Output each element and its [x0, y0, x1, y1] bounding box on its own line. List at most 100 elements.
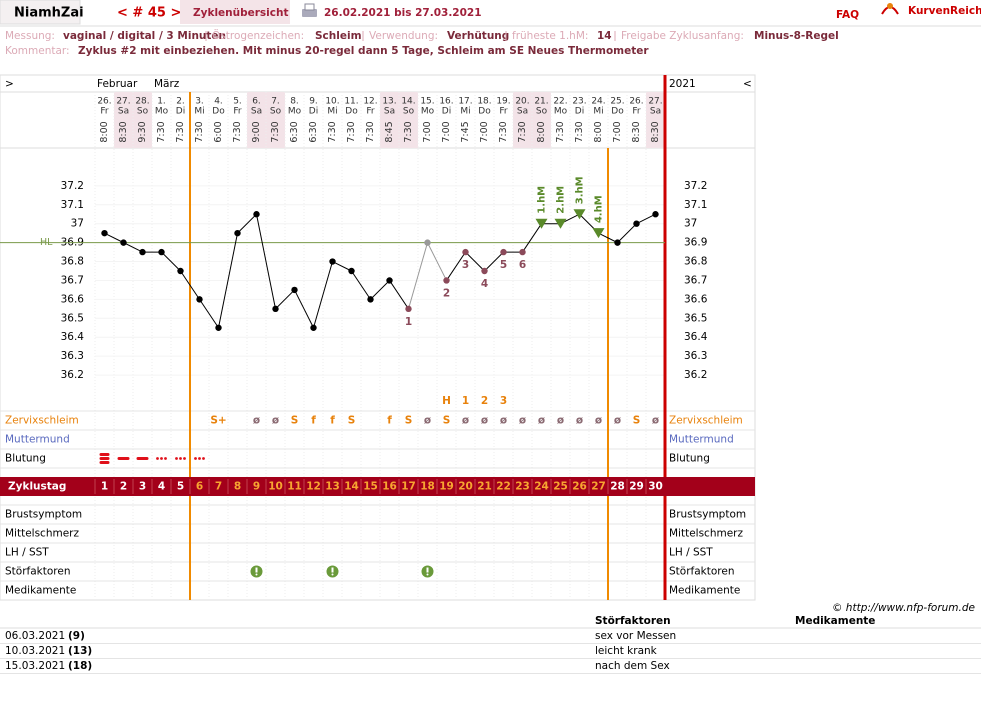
point-label: 1: [405, 316, 412, 328]
line-segment: [218, 233, 238, 328]
temp-point: [500, 248, 507, 256]
print-icon[interactable]: [302, 3, 317, 17]
time-label: 6:30: [308, 121, 319, 142]
disturbance-icon: [250, 565, 263, 578]
tab-label[interactable]: Zyklenübersicht: [193, 7, 289, 19]
temp-point: [424, 239, 431, 246]
time-label: 7:30: [232, 121, 243, 142]
day-label: 28.: [135, 97, 149, 107]
mucus-symbol: ø: [462, 415, 469, 427]
time-label: 8:00: [536, 121, 547, 142]
day-label: 18.: [477, 97, 491, 107]
point-label: 3: [462, 259, 469, 271]
weekday-label: Sa: [251, 107, 262, 117]
time-label: 8:00: [99, 121, 110, 142]
weekend-shade: [114, 92, 133, 148]
weekday-label: Di: [442, 107, 451, 117]
bleeding-mark: [99, 453, 110, 464]
info-value: Verhütung: [447, 30, 509, 42]
row-label: Störfaktoren: [5, 566, 70, 578]
cycle-day: 20: [458, 481, 473, 493]
y-tick-label-right: 36.5: [684, 312, 707, 324]
temp-point: [348, 267, 355, 275]
y-tick-label: 36.7: [61, 274, 84, 286]
weekday-label: Sa: [384, 107, 395, 117]
y-tick-label: 36.4: [61, 331, 85, 343]
temp-point: [196, 296, 203, 303]
weekday-label: Mo: [421, 107, 435, 117]
temp-point: [367, 296, 374, 303]
weekend-shade: [513, 92, 532, 148]
cycle-day: 26: [572, 481, 587, 493]
time-label: 8:30: [650, 121, 661, 142]
time-label: 7:00: [441, 121, 452, 142]
info-value: Schleim: [315, 30, 362, 42]
comment-label: Kommentar:: [5, 45, 70, 57]
peak-label: H: [442, 395, 451, 407]
mucus-symbol: ø: [652, 415, 659, 427]
mucus-symbol: ø: [424, 415, 431, 427]
entry-date: 15.03.2021: [5, 660, 65, 672]
hm-label: 3.hM: [575, 176, 586, 204]
time-label: 7:30: [574, 121, 585, 142]
weekday-label: Mo: [155, 107, 169, 117]
bleed-dot: [194, 457, 197, 460]
mucus-symbol: f: [330, 415, 335, 427]
cycle-day: 15: [363, 481, 378, 493]
day-label: 11.: [344, 97, 358, 107]
nav-prev[interactable]: >: [5, 78, 14, 90]
cycle-day: 28: [610, 481, 625, 493]
cycle-nav[interactable]: < # 45 >: [117, 6, 181, 21]
day-label: 3.: [195, 97, 204, 107]
entry-date: 10.03.2021: [5, 645, 65, 657]
row-label-right: Medikamente: [669, 585, 740, 597]
day-label: 24.: [591, 97, 605, 107]
icon-bar: [426, 567, 429, 573]
time-label: 9:00: [251, 121, 262, 142]
line-segment: [332, 261, 352, 272]
hm-label: 4.hM: [594, 195, 605, 223]
weekend-shade: [646, 92, 665, 148]
weekday-label: Do: [611, 107, 624, 117]
line-segment: [180, 270, 200, 300]
nav-next[interactable]: <: [743, 78, 752, 90]
day-label: 4.: [214, 97, 223, 107]
tab[interactable]: [180, 0, 290, 24]
user-name: NiamhZai: [14, 6, 84, 21]
temp-point: [614, 239, 621, 246]
weekday-label: Di: [176, 107, 185, 117]
point-label: 4: [481, 278, 488, 290]
y-tick-label: 37.2: [61, 180, 84, 192]
cycle-day: 27: [591, 481, 606, 493]
user-box: [0, 0, 81, 25]
weekday-label: So: [536, 107, 548, 117]
cycle-day: 22: [496, 481, 511, 493]
hl-label: HL: [40, 237, 53, 248]
cycle-day: 14: [344, 481, 359, 493]
brand-link[interactable]: KurvenReich: [908, 5, 981, 17]
mucus-symbol: ø: [557, 415, 564, 427]
temp-point: [405, 305, 412, 313]
day-label: 22.: [553, 97, 567, 107]
y-tick-label: 36.6: [61, 293, 85, 305]
disturbance-icon: [421, 565, 434, 578]
temp-point: [272, 305, 279, 313]
row-label-right: Zervixschleim: [669, 415, 743, 427]
cycle-day: 11: [287, 481, 302, 493]
weekend-shade: [532, 92, 551, 148]
mucus-symbol: S: [405, 415, 413, 427]
peak-label: 1: [462, 395, 469, 407]
line-segment: [351, 270, 371, 300]
cycle-day: 4: [158, 481, 165, 493]
icon-bar: [331, 567, 334, 573]
weekday-label: So: [270, 107, 282, 117]
brand-icon: [881, 3, 899, 15]
faq-link[interactable]: FAQ: [836, 9, 859, 21]
weekday-label: Fr: [499, 107, 508, 117]
cycle-day: 5: [177, 481, 184, 493]
temp-point: [234, 229, 241, 237]
time-label: 7:30: [555, 121, 566, 142]
weekday-label: Di: [309, 107, 318, 117]
weekday-label: So: [137, 107, 149, 117]
cycle-day: 10: [268, 481, 283, 493]
